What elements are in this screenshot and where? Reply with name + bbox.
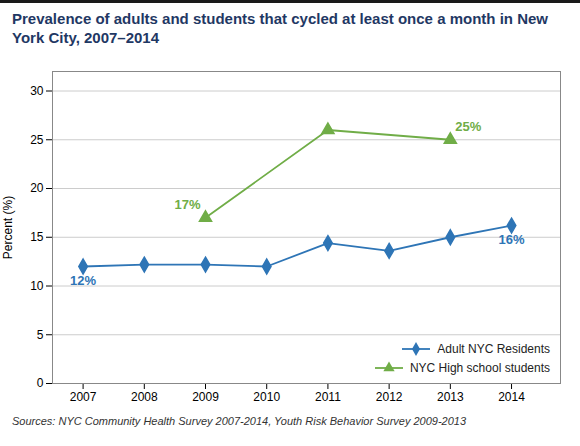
svg-text:12%: 12% xyxy=(70,273,96,288)
svg-text:2014: 2014 xyxy=(498,390,525,404)
svg-text:2009: 2009 xyxy=(192,390,219,404)
svg-text:2013: 2013 xyxy=(437,390,464,404)
svg-text:2008: 2008 xyxy=(131,390,158,404)
svg-text:Percent (%): Percent (%) xyxy=(1,196,15,259)
svg-text:30: 30 xyxy=(30,84,44,98)
svg-text:10: 10 xyxy=(30,279,44,293)
html-text:Adult NYC Residents: Adult NYC Residents xyxy=(437,342,550,356)
svg-text:15: 15 xyxy=(30,230,44,244)
svg-text:25: 25 xyxy=(30,133,44,147)
svg-text:2007: 2007 xyxy=(70,390,97,404)
svg-text:20: 20 xyxy=(30,181,44,195)
svg-text:0: 0 xyxy=(37,376,44,390)
html-text:NYC High school students: NYC High school students xyxy=(409,361,550,375)
svg-text:17%: 17% xyxy=(174,197,200,212)
svg-text:25%: 25% xyxy=(455,119,481,134)
svg-text:2012: 2012 xyxy=(376,390,403,404)
svg-text:16%: 16% xyxy=(499,232,525,247)
html-text:Prevalence of adults and stude: Prevalence of adults and students that c… xyxy=(12,10,548,46)
html-text:Sources: NYC Community Health: Sources: NYC Community Health Survey 200… xyxy=(12,415,467,427)
svg-text:5: 5 xyxy=(37,328,44,342)
svg-text:2011: 2011 xyxy=(315,390,341,404)
svg-text:2010: 2010 xyxy=(253,390,280,404)
